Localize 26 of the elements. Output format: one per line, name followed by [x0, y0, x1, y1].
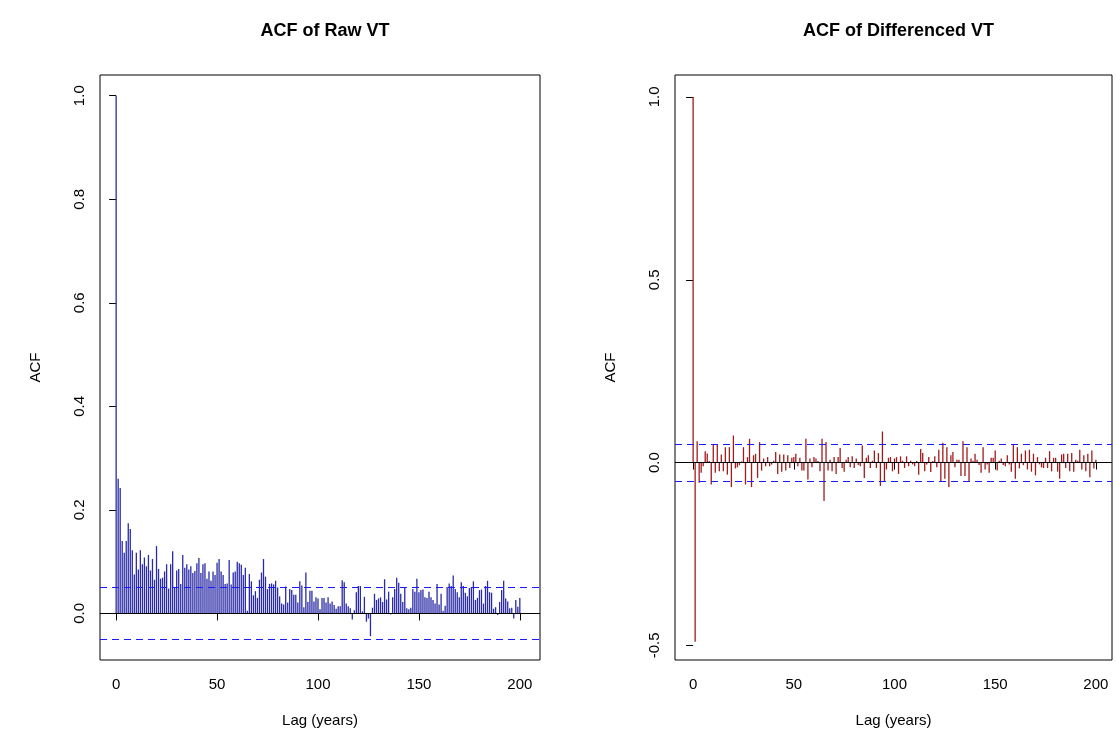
x-tick-label: 0	[111, 675, 121, 692]
x-tick-label: 100	[305, 675, 331, 692]
y-tick-label: 0.5	[645, 269, 662, 291]
y-tick-label: 1.0	[70, 85, 87, 107]
x-tick-label: 100	[881, 675, 908, 692]
y-tick-label: -0.5	[645, 632, 662, 659]
x-tick-label: 150	[982, 675, 1008, 692]
y-tick-label: 0.2	[70, 499, 87, 521]
y-tick-label: 0.0	[70, 602, 87, 624]
y-tick-label: 0.8	[70, 188, 87, 210]
x-tick-label: 50	[208, 675, 226, 692]
y-tick-label: 0.6	[70, 292, 87, 314]
chart-title: ACF of Differenced VT	[802, 20, 995, 40]
x-tick-label: 200	[1083, 675, 1109, 692]
y-tick-label: 0.0	[645, 452, 662, 473]
x-tick-label: 0	[688, 675, 698, 692]
x-tick-label: 200	[507, 675, 533, 692]
x-axis-title: Lag (years)	[855, 711, 932, 728]
y-tick-label: 0.4	[70, 395, 87, 417]
y-tick-label: 1.0	[645, 86, 662, 108]
chart-title: ACF of Raw VT	[260, 20, 390, 40]
y-axis-title: ACF	[601, 352, 618, 383]
x-tick-label: 50	[785, 675, 803, 692]
y-axis-title: ACF	[26, 352, 43, 383]
x-tick-label: 150	[406, 675, 432, 692]
x-axis-title: Lag (years)	[282, 711, 358, 728]
